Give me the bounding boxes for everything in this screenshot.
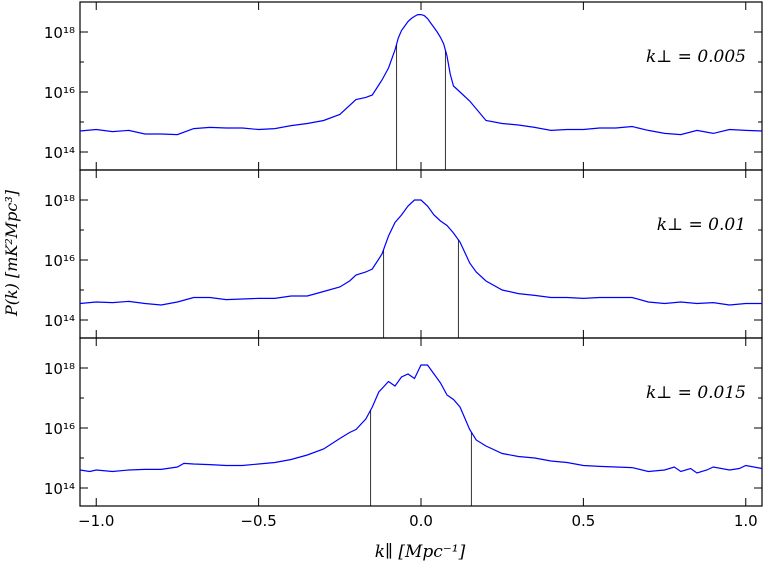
k-perp-annotation: k⊥ = 0.015 [646,383,746,403]
axes-frame [79,337,763,507]
y-tick-label: 10¹⁴ [44,144,75,162]
axes-frame [79,169,763,339]
y-tick-label: 10¹⁸ [44,24,75,42]
y-tick-label: 10¹⁴ [44,480,75,498]
series-line [79,199,762,306]
panel-k-perp-0005: 10¹⁴ 10¹⁶ 10¹⁸ k⊥ = 0.005 [44,1,763,171]
panel-k-perp-0015: 10¹⁴ 10¹⁶ 10¹⁸ −1.0 −0.5 0.0 0.5 1.0 k⊥ = 0.015 [44,337,763,530]
y-tick-label: 10¹⁸ [44,192,75,210]
y-tick-label: 10¹⁶ [44,420,75,438]
x-tick-label: 0.5 [571,512,595,530]
x-tick-label: −0.5 [240,512,276,530]
y-tick-label: 10¹⁴ [44,312,75,330]
y-tick-label: 10¹⁶ [44,84,75,102]
y-tick-label: 10¹⁶ [44,252,75,270]
x-tick-label: −1.0 [78,512,114,530]
y-axis-label: P(k) [mK²Mpc³] [2,189,21,317]
x-tick-label: 1.0 [734,512,758,530]
k-perp-annotation: k⊥ = 0.01 [657,215,746,235]
x-axis-label: k∥ [Mpc⁻¹] [375,542,466,562]
axes-frame [79,1,763,171]
x-tick-label: 0.0 [409,512,433,530]
panel-k-perp-001: 10¹⁴ 10¹⁶ 10¹⁸ k⊥ = 0.01 [44,169,763,339]
series-line [79,14,763,136]
k-perp-annotation: k⊥ = 0.005 [646,47,746,67]
y-tick-label: 10¹⁸ [44,360,75,378]
series-line [79,364,763,474]
